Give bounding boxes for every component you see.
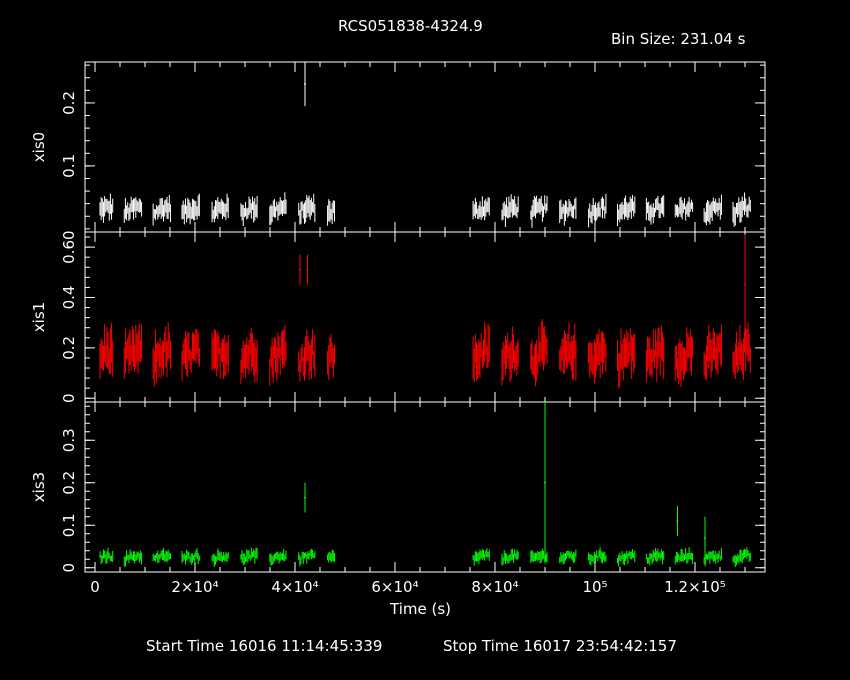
xis1-y-tick-label: 0.2 [60, 336, 78, 360]
x-tick-label: 4×10⁴ [271, 578, 318, 596]
x-tick-label: 2×10⁴ [171, 578, 218, 596]
xis0-series [99, 192, 751, 228]
xis3-panel-frame [84, 401, 766, 573]
xis1-series [99, 319, 751, 389]
xis3-y-axis-label: xis3 [30, 472, 48, 502]
x-tick-label: 1.2×10⁵ [664, 578, 726, 596]
x-axis-label: Time (s) [390, 600, 451, 618]
start-time-label: Start Time 16016 11:14:45:339 [146, 637, 383, 655]
xis1-y-tick-label: 0.4 [60, 286, 78, 310]
bin-size-label: Bin Size: 231.04 s [611, 30, 746, 48]
xis1-y-tick-label: 0 [60, 393, 78, 403]
x-tick-label: 0 [90, 578, 100, 596]
xis1-panel-frame [84, 231, 766, 403]
x-tick-label: 10⁵ [582, 578, 607, 596]
xis1-y-axis-label: xis1 [30, 302, 48, 332]
xis3-y-tick-label: 0 [60, 563, 78, 573]
xis0-y-tick-label: 0.2 [60, 91, 78, 115]
stop-time-label: Stop Time 16017 23:54:42:157 [443, 637, 677, 655]
chart-title: RCS051838-4324.9 [338, 17, 483, 35]
xis3-y-tick-label: 0.1 [60, 513, 78, 537]
xis0-y-axis-label: xis0 [30, 132, 48, 162]
x-tick-label: 6×10⁴ [371, 578, 418, 596]
xis1-y-tick-label: 0.60 [60, 230, 78, 263]
x-tick-label: 8×10⁴ [471, 578, 518, 596]
xis3-y-tick-label: 0.2 [60, 471, 78, 495]
xis0-y-tick-label: 0.1 [60, 154, 78, 178]
xis3-y-tick-label: 0.3 [60, 428, 78, 452]
xis3-series [99, 546, 751, 568]
